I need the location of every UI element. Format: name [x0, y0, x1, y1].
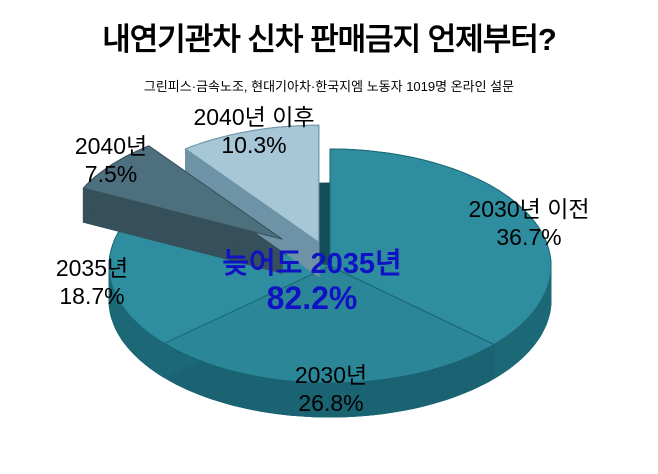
- slice-name: 2030년: [294, 362, 368, 388]
- slice-label-2035: 2035년 18.7%: [56, 255, 128, 310]
- slice-name: 2035년: [55, 255, 129, 281]
- slice-percent: 10.3%: [221, 131, 287, 158]
- slice-name: 2040년: [74, 133, 148, 159]
- slice-label-2040: 2040년 7.5%: [75, 133, 147, 188]
- annotation-line1: 늦어도 2035년: [222, 248, 402, 280]
- slice-label-2030: 2030년 26.8%: [295, 362, 367, 417]
- slice-label-before-2030: 2030년 이전 36.7%: [468, 196, 589, 251]
- chart-title: 내연기관차 신차 판매금지 언제부터?: [102, 22, 557, 57]
- slice-percent: 18.7%: [59, 282, 125, 309]
- slice-percent: 7.5%: [84, 160, 138, 187]
- slice-label-after-2040: 2040년 이후 10.3%: [193, 104, 314, 159]
- chart-subtitle: 그린피스·금속노조, 현대기아차·한국지엠 노동자 1019명 온라인 설문: [143, 79, 515, 94]
- slice-percent: 36.7%: [496, 223, 562, 250]
- slice-name: 2030년 이전: [468, 196, 590, 222]
- slice-percent: 26.8%: [298, 389, 364, 416]
- annotation-line2: 82.2%: [266, 279, 358, 316]
- annotation-2035-total: 늦어도 2035년 82.2%: [222, 248, 402, 316]
- slice-name: 2040년 이후: [193, 104, 315, 130]
